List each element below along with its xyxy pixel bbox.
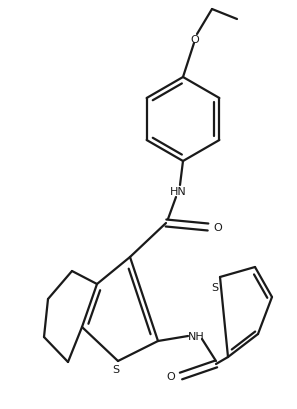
Text: O: O xyxy=(191,35,199,45)
Text: S: S xyxy=(113,364,120,374)
Text: O: O xyxy=(167,371,175,381)
Text: O: O xyxy=(214,222,222,232)
Text: HN: HN xyxy=(170,187,187,196)
Text: NH: NH xyxy=(188,331,204,341)
Text: S: S xyxy=(211,282,219,292)
